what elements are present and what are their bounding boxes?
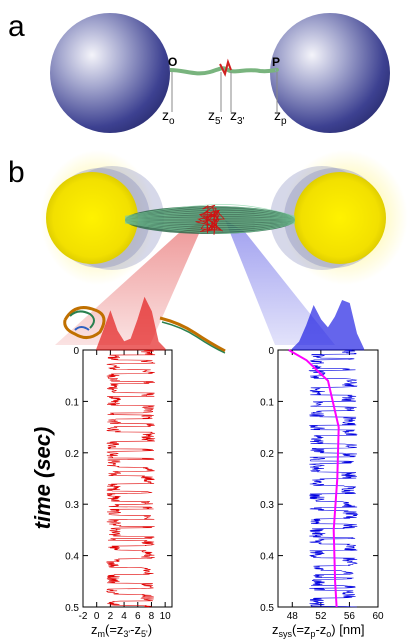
x-tick-label: 60	[372, 611, 384, 622]
histogram	[96, 296, 166, 351]
right-bead	[270, 13, 390, 133]
dna-strand	[124, 210, 296, 219]
dna-strand	[124, 204, 296, 217]
trajectory-line	[308, 349, 359, 608]
dna-strand	[124, 222, 296, 234]
left-yellow-bead	[46, 172, 138, 264]
dna-strand	[124, 220, 296, 223]
z-5-label: z5'	[208, 107, 223, 127]
end-o-label: O	[168, 55, 177, 69]
time-axis-label: time (sec)	[30, 427, 55, 530]
left-x-axis-label: zm(=z3'-z5')	[91, 622, 152, 639]
z-3-label: z3'	[230, 107, 245, 127]
left-plot: 00.10.20.30.40.5-2 0 2 4 6 8 10	[65, 296, 173, 622]
z-p-label: zp	[274, 107, 287, 127]
folded-structure-icon	[63, 306, 106, 339]
right-cone	[225, 220, 335, 345]
y-tick-label: 0	[268, 346, 274, 357]
x-tick-label: 56	[344, 611, 356, 622]
x-tick-label: 10	[160, 611, 172, 622]
dna-strand	[124, 217, 296, 220]
x-tick-label: 2	[108, 611, 114, 622]
rna-ensemble	[195, 204, 226, 235]
histogram	[291, 299, 365, 351]
x-tick-label: -2	[79, 611, 88, 622]
right-plot: 0 0.1 0.2 0.3 0.4 0.5 48 52 56 60	[260, 299, 384, 622]
dna-tether	[169, 66, 279, 76]
y-tick-label: 0	[73, 346, 79, 357]
plot-frame	[82, 349, 173, 608]
right-x-axis-label: zsys(=zp-zo) [nm]	[272, 622, 365, 639]
hairpin-molecule	[219, 58, 232, 77]
y-tick-label: 0.1	[65, 397, 79, 408]
x-tick-label: 6	[135, 611, 141, 622]
panel-a-label: a	[8, 10, 25, 43]
left-cone	[55, 220, 205, 345]
x-tick-label: 8	[149, 611, 155, 622]
y-tick-label: 0.1	[260, 397, 274, 408]
y-tick-label: 0.2	[260, 449, 274, 460]
x-tick-label: 48	[287, 611, 299, 622]
x-tick-label: 4	[121, 611, 127, 622]
y-tick-label: 0.2	[65, 449, 79, 460]
x-tick-label: 52	[315, 611, 327, 622]
running-average-line	[288, 349, 340, 608]
dna-strand	[124, 220, 296, 225]
end-p-label: P	[272, 55, 280, 69]
right-yellow-bead	[294, 172, 386, 264]
left-bead	[50, 13, 170, 133]
y-tick-label: 0.4	[65, 552, 79, 563]
y-tick-label: 0.4	[260, 552, 274, 563]
panel-b-label: b	[8, 156, 25, 189]
y-tick-label: 0.3	[65, 500, 79, 511]
z-o-label: zo	[162, 107, 175, 127]
trajectory-line	[106, 349, 156, 608]
y-tick-label: 0.3	[260, 500, 274, 511]
x-tick-label: 0	[94, 611, 100, 622]
rna-strands	[195, 204, 226, 235]
unfolded-structure-icon	[159, 316, 226, 354]
y-tick-label: 0.5	[260, 603, 274, 614]
y-tick-label: 0.5	[65, 603, 79, 614]
